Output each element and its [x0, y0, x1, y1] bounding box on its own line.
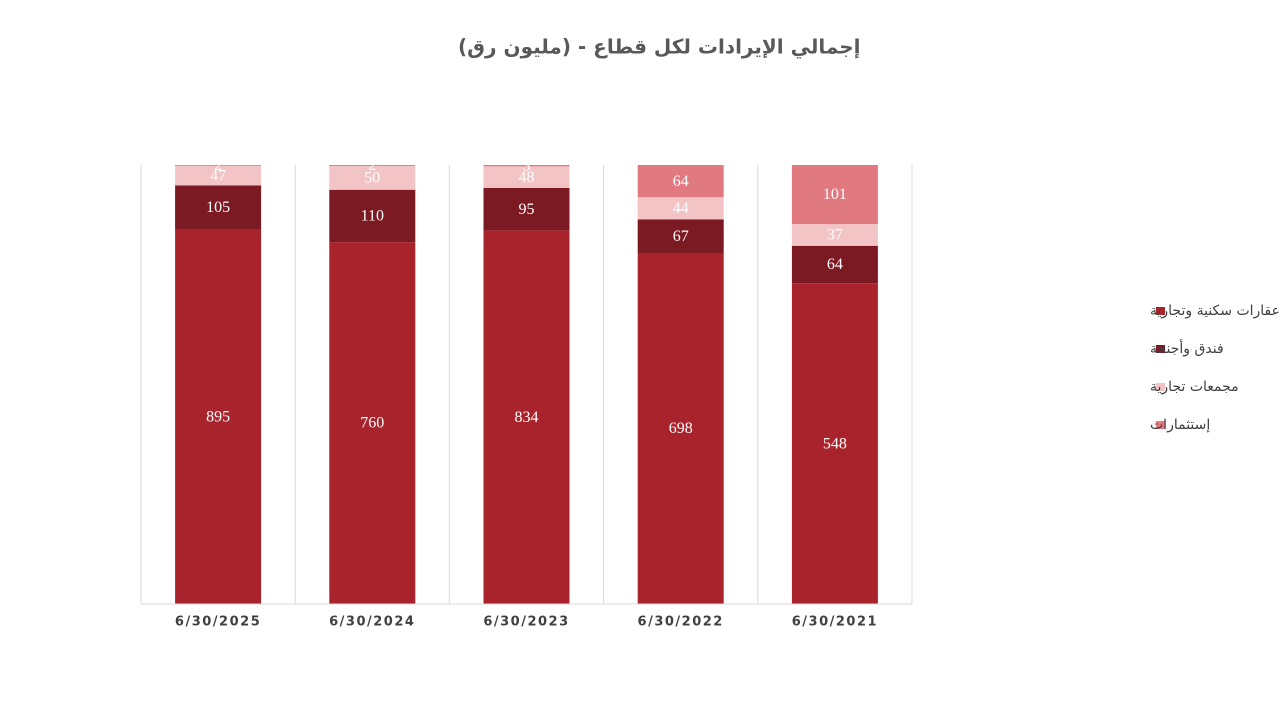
- bar-segment: [329, 165, 416, 166]
- data-label: 105: [206, 199, 230, 216]
- data-label: 760: [360, 415, 384, 432]
- bar-segment: [175, 165, 262, 166]
- bar-segment: [791, 165, 878, 225]
- data-label: 2: [214, 157, 222, 174]
- legend-swatch: [1156, 421, 1165, 429]
- data-label: 44: [673, 200, 689, 217]
- bar-segment: [483, 230, 570, 604]
- data-label: 95: [519, 201, 535, 218]
- data-label: 2: [368, 157, 376, 174]
- bar-segment: [483, 166, 570, 188]
- data-label: 110: [361, 208, 384, 225]
- bar-segment: [791, 224, 878, 246]
- bar-segment: [329, 242, 416, 604]
- bar-segment: [483, 165, 570, 167]
- data-label: 834: [515, 409, 539, 426]
- x-tick-label: 6/30/2025: [175, 615, 261, 630]
- data-label: 3: [523, 157, 531, 174]
- data-label: 64: [827, 256, 843, 273]
- legend-swatch: [1156, 307, 1165, 315]
- bar-segment: [637, 197, 724, 220]
- x-tick-label: 6/30/2022: [638, 615, 724, 630]
- plot-area: 8951054727601105028349548369867446454864…: [175, 157, 878, 604]
- bar-segment: [637, 165, 724, 198]
- data-label: 698: [669, 420, 693, 437]
- bar-segment: [483, 187, 570, 231]
- data-label: 50: [364, 170, 380, 187]
- legend-swatch: [1156, 345, 1165, 353]
- data-label: 47: [210, 167, 226, 184]
- bar-segment: [175, 165, 262, 186]
- bar-segment: [791, 283, 878, 604]
- bar-segment: [329, 165, 416, 190]
- bar-segment: [175, 229, 262, 604]
- legend-label: فندق وأجنحة: [1150, 339, 1224, 357]
- legend-label: مجمعات تجارية: [1150, 379, 1239, 395]
- legend-label: إستثمارات: [1150, 417, 1210, 433]
- x-tick-label: 6/30/2024: [329, 615, 415, 630]
- data-label: 101: [823, 186, 847, 203]
- bar-segment: [329, 189, 416, 243]
- legend-label: عقارات سكنية وتجارية: [1150, 303, 1280, 319]
- data-label: 67: [673, 228, 689, 245]
- bar-segment: [637, 219, 724, 254]
- chart-title: إجمالي الإيرادات لكل قطاع - (مليون رق): [458, 35, 861, 60]
- x-tick-label: 6/30/2021: [792, 615, 878, 630]
- data-label: 548: [823, 435, 847, 452]
- bar-segment: [791, 245, 878, 284]
- bar-segment: [175, 185, 262, 230]
- data-label: 895: [206, 408, 230, 425]
- x-tick-label: 6/30/2023: [483, 615, 569, 630]
- data-label: 48: [519, 169, 535, 186]
- legend-swatch: [1156, 383, 1165, 391]
- data-label: 64: [673, 173, 689, 190]
- data-label: 37: [827, 227, 843, 244]
- bar-segment: [637, 253, 724, 604]
